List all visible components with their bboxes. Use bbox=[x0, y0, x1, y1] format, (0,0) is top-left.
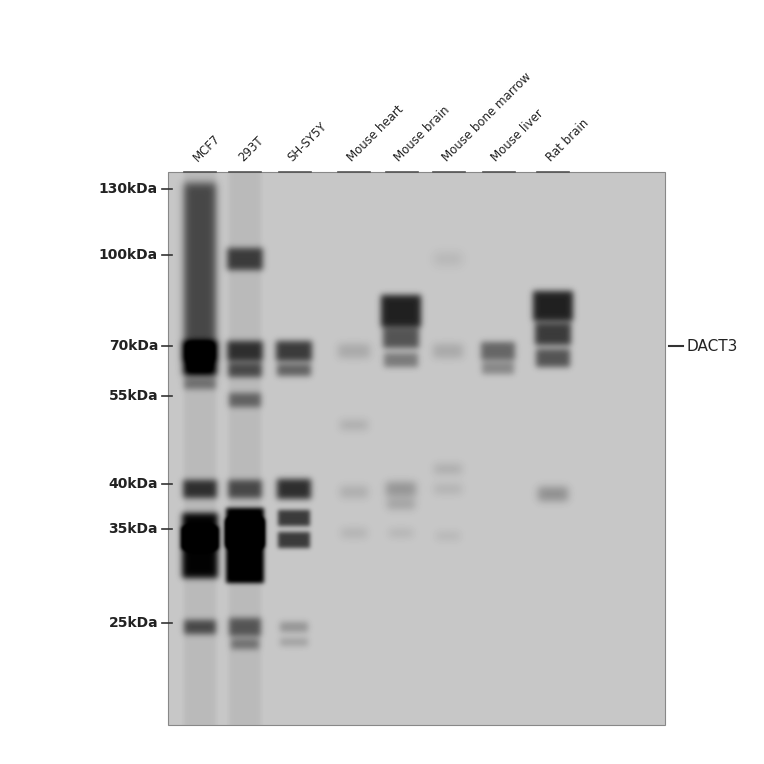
Text: 293T: 293T bbox=[236, 134, 266, 164]
Text: Mouse bone marrow: Mouse bone marrow bbox=[439, 70, 534, 164]
Text: Mouse brain: Mouse brain bbox=[393, 104, 453, 164]
Text: 70kDa: 70kDa bbox=[108, 339, 158, 353]
Text: MCF7: MCF7 bbox=[191, 132, 223, 164]
Text: 100kDa: 100kDa bbox=[99, 248, 158, 262]
Text: SH-SY5Y: SH-SY5Y bbox=[286, 120, 330, 164]
Text: 55kDa: 55kDa bbox=[108, 389, 158, 403]
Text: Mouse liver: Mouse liver bbox=[489, 107, 546, 164]
Text: 25kDa: 25kDa bbox=[108, 616, 158, 630]
Text: Rat brain: Rat brain bbox=[544, 116, 591, 164]
Bar bbox=[168, 172, 665, 725]
Text: DACT3: DACT3 bbox=[687, 338, 738, 354]
Text: 130kDa: 130kDa bbox=[99, 182, 158, 196]
Text: 35kDa: 35kDa bbox=[108, 522, 158, 536]
Text: Mouse heart: Mouse heart bbox=[345, 102, 406, 164]
Text: 40kDa: 40kDa bbox=[108, 478, 158, 491]
